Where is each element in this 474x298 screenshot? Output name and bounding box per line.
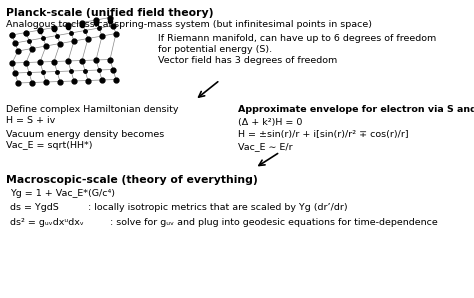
Text: ds² = gᵤᵥdxᵘdxᵥ: ds² = gᵤᵥdxᵘdxᵥ (10, 218, 84, 227)
Text: Yg = 1 + Vac_E*(G/c⁴): Yg = 1 + Vac_E*(G/c⁴) (10, 189, 115, 198)
Text: Planck-scale (unified field theory): Planck-scale (unified field theory) (6, 8, 213, 18)
Text: (Δ + k²)H = 0: (Δ + k²)H = 0 (238, 118, 302, 127)
Text: ds = YgdS: ds = YgdS (10, 203, 59, 212)
Text: Analogous to classical spring-mass system (but infinitesimal points in space): Analogous to classical spring-mass syste… (6, 20, 372, 29)
Text: Define complex Hamiltonian density: Define complex Hamiltonian density (6, 105, 179, 114)
Text: : solve for gᵤᵥ and plug into geodesic equations for time-dependence: : solve for gᵤᵥ and plug into geodesic e… (110, 218, 438, 227)
Text: : locally isotropic metrics that are scaled by Yg (dr’/dr): : locally isotropic metrics that are sca… (88, 203, 347, 212)
Text: Vacuum energy density becomes: Vacuum energy density becomes (6, 130, 164, 139)
Text: Approximate envelope for electron via S and v: Approximate envelope for electron via S … (238, 105, 474, 114)
Text: Vector field has 3 degrees of freedom: Vector field has 3 degrees of freedom (158, 56, 337, 65)
Text: H = S + iv: H = S + iv (6, 116, 55, 125)
Text: H = ±sin(r)/r + i[sin(r)/r² ∓ cos(r)/r]: H = ±sin(r)/r + i[sin(r)/r² ∓ cos(r)/r] (238, 130, 409, 139)
Text: Macroscopic-scale (theory of everything): Macroscopic-scale (theory of everything) (6, 175, 258, 185)
Text: Vac_E = sqrt(HH*): Vac_E = sqrt(HH*) (6, 141, 92, 150)
Text: for potential energy (S).: for potential energy (S). (158, 45, 272, 54)
Text: Vac_E ∼ E/r: Vac_E ∼ E/r (238, 142, 292, 151)
Text: If Riemann manifold, can have up to 6 degrees of freedom: If Riemann manifold, can have up to 6 de… (158, 34, 436, 43)
